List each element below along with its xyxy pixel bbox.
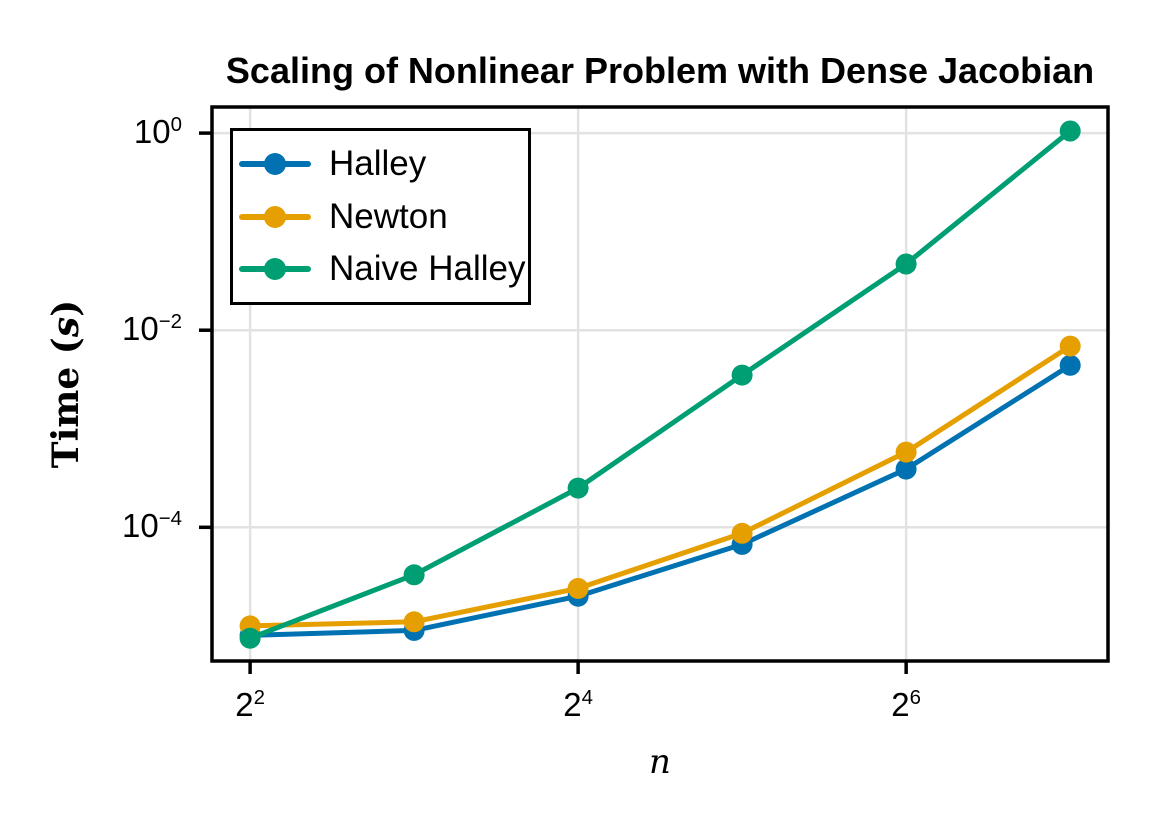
y-axis-label: Time (s) [42,134,90,634]
data-point-naive-halley [567,477,589,499]
y-tick-label: 10−2 [121,310,182,348]
data-point-newton [731,522,753,544]
series-line-newton [247,343,1073,629]
series-line-naive-halley [247,128,1073,641]
x-tick-label: 26 [891,686,921,723]
legend-dot [264,258,286,281]
series-line-halley [247,362,1073,638]
legend-entry-newton: Newton [239,197,528,237]
x-tick-label: 24 [563,686,593,723]
legend-dot [264,152,286,175]
x-tick-label: 22 [235,686,265,723]
data-point-naive-halley [895,253,917,275]
y-axis-label-text: Time ( [45,337,87,469]
data-point-newton [403,611,425,633]
data-point-halley [895,458,917,480]
legend-entry-naive-halley: Naive Halley [239,249,528,289]
data-point-halley [1059,354,1081,376]
data-point-newton [567,577,589,599]
legend-dot [264,205,286,228]
y-axis-label-symbol: s [45,316,87,338]
data-point-naive-halley [1059,120,1081,142]
plot-border [210,105,1110,663]
data-point-naive-halley [239,627,261,649]
y-tick-label: 10−4 [121,507,182,545]
legend-marker-icon [239,205,311,228]
data-point-newton [895,441,917,463]
chart-title: Scaling of Nonlinear Problem with Dense … [225,50,1095,91]
y-axis-label-close: ) [45,299,87,317]
legend-marker-icon [239,152,311,175]
legend-label: Halley [329,143,427,183]
y-tick-label: 100 [133,113,182,151]
data-point-naive-halley [403,564,425,586]
legend-label: Newton [329,196,448,236]
data-point-newton [1059,335,1081,357]
legend: Halley Newton Naive Halley [230,128,531,305]
x-axis-label: n [649,742,671,782]
data-point-naive-halley [731,364,753,386]
legend-entry-halley: Halley [239,144,528,184]
legend-marker-icon [239,258,311,281]
legend-label: Naive Halley [329,249,526,289]
